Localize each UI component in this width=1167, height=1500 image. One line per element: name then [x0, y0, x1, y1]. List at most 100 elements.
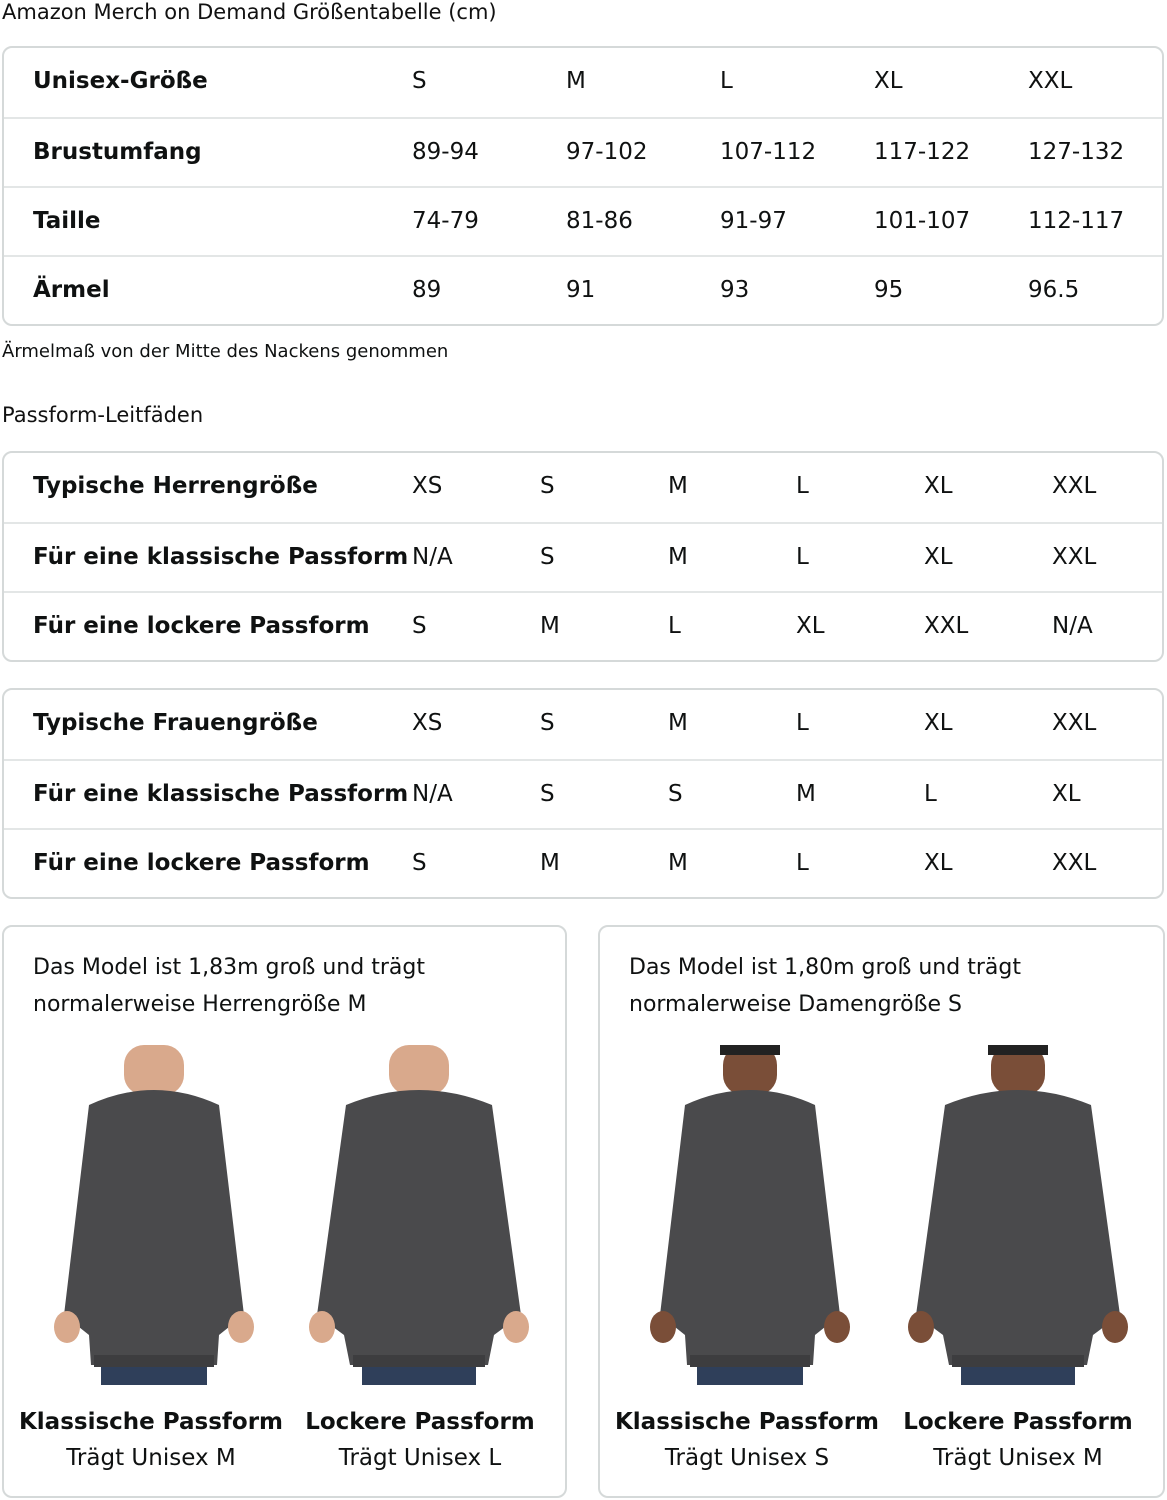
table-cell: M: [796, 781, 816, 807]
table-cell: M: [668, 544, 688, 570]
table-cell: L: [668, 613, 681, 639]
table-cell: 101-107: [874, 208, 971, 234]
table-cell: S: [540, 781, 555, 807]
table-row: Brustumfang 89-94 97-102 107-112 117-122 127-…: [4, 117, 1162, 186]
table-cell: S: [540, 710, 555, 736]
table-cell: 89: [412, 277, 442, 303]
table-cell: XXL: [1052, 473, 1097, 499]
table-cell: N/A: [412, 781, 453, 807]
table-cell: S: [540, 544, 555, 570]
table-cell: 107-112: [720, 139, 817, 165]
table-row: Taille 74-79 81-86 91-97 101-107 112-117: [4, 186, 1162, 255]
table-cell: 97-102: [566, 139, 648, 165]
table-cell: S: [412, 613, 427, 639]
men-model-card: Das Model ist 1,83m groß und trägt normal…: [2, 925, 567, 1498]
table-cell: L: [720, 68, 733, 94]
table-cell: 112-117: [1028, 208, 1125, 234]
caption-title: Klassische Passform: [18, 1409, 284, 1435]
table-cell: L: [796, 544, 809, 570]
row-label: Typische Frauengröße: [33, 710, 318, 736]
model-figure-icon: [309, 1045, 529, 1385]
unisex-size-table: Unisex-Größe S M L XL XXL Brustumfang 89-94 97-1…: [2, 46, 1164, 326]
table-cell: XL: [874, 68, 903, 94]
table-row: Für eine klassische Passform N/A S S M L XL: [4, 759, 1162, 828]
caption-sub: Trägt Unisex M: [66, 1445, 236, 1471]
table-cell: 95: [874, 277, 904, 303]
table-cell: M: [540, 613, 560, 639]
table-cell: L: [924, 781, 937, 807]
row-label: Taille: [33, 208, 101, 234]
caption-sub: Trägt Unisex M: [933, 1445, 1103, 1471]
fit-guide-title: Passform-Leitfäden: [2, 403, 204, 427]
page-title: Amazon Merch on Demand Größentabelle (cm…: [2, 0, 497, 24]
table-cell: M: [668, 710, 688, 736]
row-label: Brustumfang: [33, 139, 202, 165]
table-cell: 81-86: [566, 208, 633, 234]
caption-title: Lockere Passform: [903, 1409, 1133, 1435]
table-cell: XS: [412, 473, 443, 499]
table-cell: XL: [924, 710, 953, 736]
model-photo-loose-fit: [304, 1045, 534, 1385]
sleeve-note: Ärmelmaß von der Mitte des Nackens genom…: [2, 341, 449, 362]
table-cell: XXL: [924, 613, 969, 639]
row-label: Für eine klassische Passform: [33, 544, 409, 570]
model-photo-classic-fit: [635, 1040, 865, 1385]
table-cell: XL: [1052, 781, 1081, 807]
table-row: Typische Frauengröße XS S M L XL XXL: [4, 690, 1162, 759]
table-cell: N/A: [1052, 613, 1093, 639]
table-row: Typische Herrengröße XS S M L XL XXL: [4, 453, 1162, 522]
table-row: Für eine lockere Passform S M M L XL XXL: [4, 828, 1162, 897]
table-cell: M: [668, 850, 688, 876]
table-cell: XL: [796, 613, 825, 639]
table-cell: M: [566, 68, 586, 94]
table-cell: 93: [720, 277, 750, 303]
card-text-line: Das Model ist 1,83m groß und trägt: [33, 955, 425, 980]
caption-title: Lockere Passform: [305, 1409, 535, 1435]
model-photo-classic-fit: [39, 1045, 269, 1385]
table-cell: XS: [412, 710, 443, 736]
row-label: Unisex-Größe: [33, 68, 208, 94]
table-cell: XL: [924, 544, 953, 570]
table-cell: XL: [924, 850, 953, 876]
table-cell: M: [668, 473, 688, 499]
row-label: Für eine lockere Passform: [33, 850, 370, 876]
table-cell: XXL: [1052, 850, 1097, 876]
card-text-line: normalerweise Damengröße S: [629, 992, 962, 1017]
row-label: Ärmel: [33, 277, 110, 303]
table-row: Für eine klassische Passform N/A S M L XL XXL: [4, 522, 1162, 591]
caption-sub: Trägt Unisex S: [664, 1445, 830, 1471]
row-label: Für eine klassische Passform: [33, 781, 409, 807]
row-label: Für eine lockere Passform: [33, 613, 370, 639]
table-cell: 89-94: [412, 139, 479, 165]
table-cell: 91-97: [720, 208, 787, 234]
card-text-line: Das Model ist 1,80m groß und trägt: [629, 955, 1021, 980]
table-cell: 127-132: [1028, 139, 1125, 165]
model-figure-icon: [650, 1040, 850, 1385]
table-row: Ärmel 89 91 93 95 96.5: [4, 255, 1162, 324]
model-figure-icon: [54, 1045, 254, 1385]
table-cell: L: [796, 710, 809, 736]
table-cell: 91: [566, 277, 596, 303]
table-cell: 96.5: [1028, 277, 1080, 303]
women-fit-table: Typische Frauengröße XS S M L XL XXL Für eine k…: [2, 688, 1164, 899]
table-cell: S: [412, 68, 427, 94]
table-row: Für eine lockere Passform S M L XL XXL N/A: [4, 591, 1162, 660]
row-label: Typische Herrengröße: [33, 473, 318, 499]
table-cell: S: [668, 781, 683, 807]
table-cell: S: [412, 850, 427, 876]
table-cell: XL: [924, 473, 953, 499]
table-row: Unisex-Größe S M L XL XXL: [4, 48, 1162, 117]
table-cell: 74-79: [412, 208, 479, 234]
table-cell: L: [796, 850, 809, 876]
model-photo-loose-fit: [903, 1040, 1133, 1385]
model-figure-icon: [908, 1040, 1128, 1385]
caption-title: Klassische Passform: [614, 1409, 880, 1435]
table-cell: M: [540, 850, 560, 876]
table-cell: XXL: [1052, 710, 1097, 736]
table-cell: L: [796, 473, 809, 499]
table-cell: 117-122: [874, 139, 971, 165]
card-text-line: normalerweise Herrengröße M: [33, 992, 367, 1017]
table-cell: S: [540, 473, 555, 499]
table-cell: N/A: [412, 544, 453, 570]
women-model-card: Das Model ist 1,80m groß und trägt normal…: [598, 925, 1165, 1498]
